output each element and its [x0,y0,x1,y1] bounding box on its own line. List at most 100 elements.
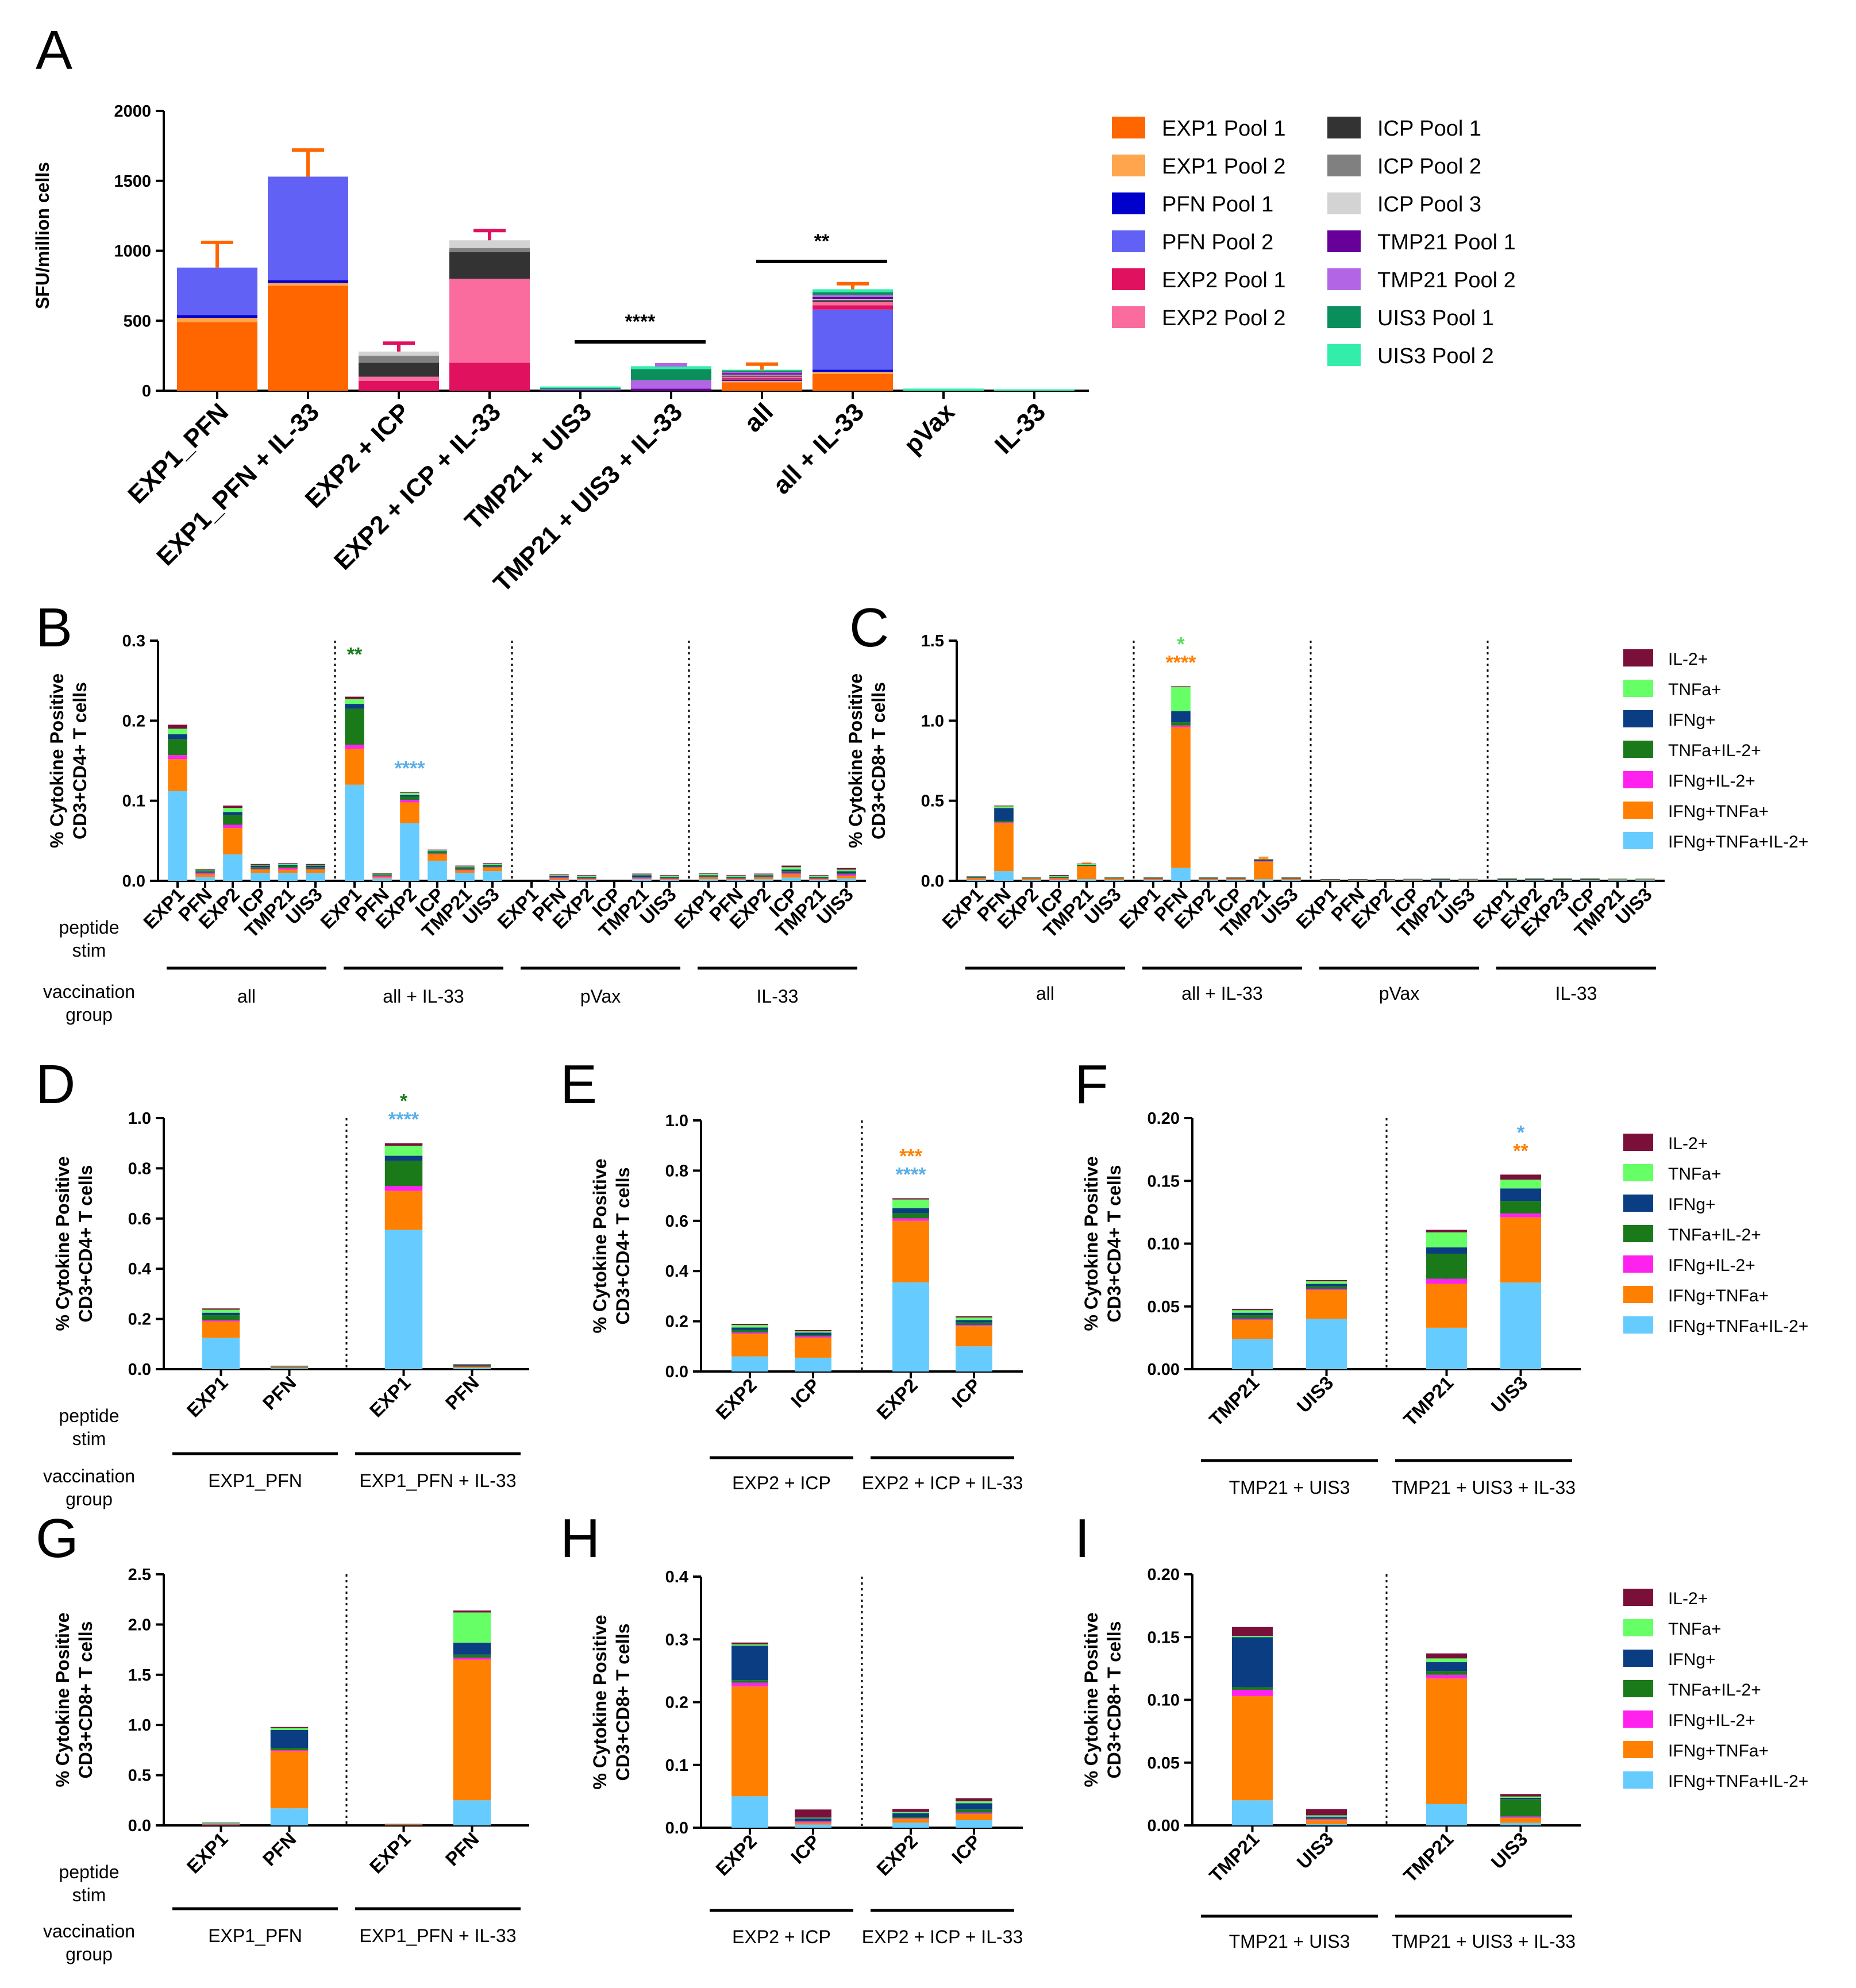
panel-i-bar-segment [1232,1800,1273,1825]
panel-b-bar-segment [345,704,364,709]
panel-c-bar-segment [994,820,1014,823]
panel-e-bar-segment [731,1330,768,1333]
panel-g-xtick-label: PFN [441,1828,483,1870]
panel-h-ylabel: CD3+CD8+ T cells [613,1624,633,1781]
panel-e-ylabel: CD3+CD4+ T cells [613,1168,633,1325]
panel-c-bar-segment [1171,868,1191,881]
panel-c-bar-segment [1403,879,1423,880]
panel-f-ytick-label: 0.20 [1148,1109,1180,1128]
panel-b-bar-segment [781,874,801,878]
panel-f-bar-segment [1500,1282,1541,1369]
panel-d-xtick-label-group: PFN [259,1372,301,1414]
panel-b-bar-segment [660,880,679,881]
panel-h-xtick-label-group: ICP [787,1831,824,1868]
panel-e-bar-segment [956,1320,992,1323]
panel-c-bar-segment [1525,879,1545,880]
panel-a-bar-segment [359,356,439,363]
panel-b-ytick-label: 0.1 [122,792,145,811]
panel-g-xtick-label: EXP1 [365,1828,415,1878]
panel-a-legend-label: EXP1 Pool 1 [1162,117,1285,141]
panel-c-bar-segment [1171,725,1191,727]
panel-h-bar-segment [892,1812,929,1813]
panel-c-bar-segment [1143,877,1163,878]
panel-a-xtick-label: all [739,398,779,437]
panel-i-group-label: TMP21 + UIS3 [1229,1931,1350,1952]
panel-e-ytick-label: 0.8 [665,1162,688,1180]
panel-e-bar-segment [956,1317,992,1320]
panel-b-bar-segment [455,869,475,870]
panel-f-bar-segment [1426,1284,1467,1328]
panel-a-bar-segment [722,373,802,375]
panel-a-bar-segment [631,366,711,369]
cytokine-legend-label: IFNg+TNFa+ [1668,1742,1769,1760]
panel-b-bar-segment [577,876,596,877]
panel-a-legend-label: ICP Pool 3 [1377,192,1481,217]
panel-h-bar-segment [731,1686,768,1797]
panel-g-bar-segment [453,1800,491,1825]
panel-g-bar-segment [202,1824,240,1825]
cytokine-legend-label: IFNg+TNFa+IL-2+ [1668,833,1808,852]
panel-c-bar-segment [1199,880,1218,881]
panel-c-bar-segment [1320,879,1340,880]
panel-a-legend-swatch [1112,306,1145,328]
panel-a-xtick-label: EXP1_PFN + IL-33 [151,398,325,571]
panel-c-bar-segment [1226,880,1246,881]
panel-e-bar-segment [795,1335,831,1336]
cytokine-legend-label: IFNg+ [1668,1650,1716,1669]
panel-c-bar-segment [1608,879,1627,880]
panel-h-bar-segment [956,1803,992,1810]
panel-f-bar-segment [1426,1230,1467,1232]
panel-c-bar-segment [1635,879,1655,880]
cytokine-legend-swatch [1623,832,1653,849]
panel-b-bar-segment [726,879,746,880]
panel-a-legend-label: ICP Pool 1 [1377,117,1481,141]
panel-a-bar-segment [449,363,530,391]
panel-a-bar-segment [813,296,893,299]
panel-g-xtick-label-group: EXP1 [183,1828,232,1878]
panel-c-ylabel: % Cytokine Positive [845,673,866,848]
panel-label-i: I [1075,1508,1090,1569]
panel-e-bar-segment [956,1325,992,1327]
panel-g-bar-segment [202,1824,240,1825]
panel-a-legend-swatch [1327,155,1361,176]
panel-c-bar-segment [1104,878,1124,879]
panel-a-ylabel-group: SFU/million cells [32,162,53,309]
panel-a-legend-label: UIS3 Pool 2 [1377,344,1494,368]
panel-d-bar-segment [384,1155,423,1161]
cytokine-legend-label: TNFa+IL-2+ [1668,1226,1761,1245]
panel-h-bar-segment [892,1817,929,1819]
panel-c-bar-segment [966,876,986,877]
panel-b-bar-segment [278,869,298,873]
panel-g-ylabel-group: % Cytokine Positive CD3+CD8+ T cells [52,1612,96,1787]
panel-c-bar-segment [1376,879,1395,880]
panel-g-ytick-label: 2.0 [128,1616,151,1634]
panel-b-ylabel: CD3+CD4+ T cells [70,682,90,839]
panel-c-bar-segment [1104,880,1124,881]
panel-h-xtick-label-group: ICP [948,1831,985,1868]
panel-e-ytick-label: 0.6 [665,1212,688,1231]
cytokine-legend-label: IL-2+ [1668,1134,1708,1153]
panel-c-group-label: all [1036,983,1054,1004]
panel-b-bar-segment [168,729,187,735]
panel-h-xtick-label-group: EXP2 [872,1831,922,1880]
panel-i-bar-segment [1426,1653,1467,1659]
panel-f-bar-segment [1500,1174,1541,1180]
panel-b-group-label: pVax [580,986,621,1007]
panel-e-xtick-label: ICP [787,1374,824,1412]
panel-f-bar-segment [1232,1312,1273,1316]
panel-b-bar-segment [455,868,475,870]
panel-h-bar-segment [956,1801,992,1804]
panel-e-bar-segment [956,1326,992,1347]
panel-b-bar-segment [699,879,718,881]
panel-c-bar-segment [1497,879,1517,880]
panel-c-bar-segment [1320,879,1340,880]
panel-h-bar-segment [795,1817,831,1819]
panel-c-bar-segment [1348,880,1368,881]
panel-h-xtick-label-group: EXP2 [711,1831,761,1880]
panel-c-bar-segment [1525,879,1545,880]
panel-f-xtick-label: TMP21 [1205,1372,1263,1430]
panel-b-bar-segment [306,864,325,865]
panel-c-bar-segment [1143,880,1163,881]
panel-f-xtick-label-group: TMP21 [1205,1372,1263,1430]
panel-i-bar-segment [1232,1636,1273,1638]
